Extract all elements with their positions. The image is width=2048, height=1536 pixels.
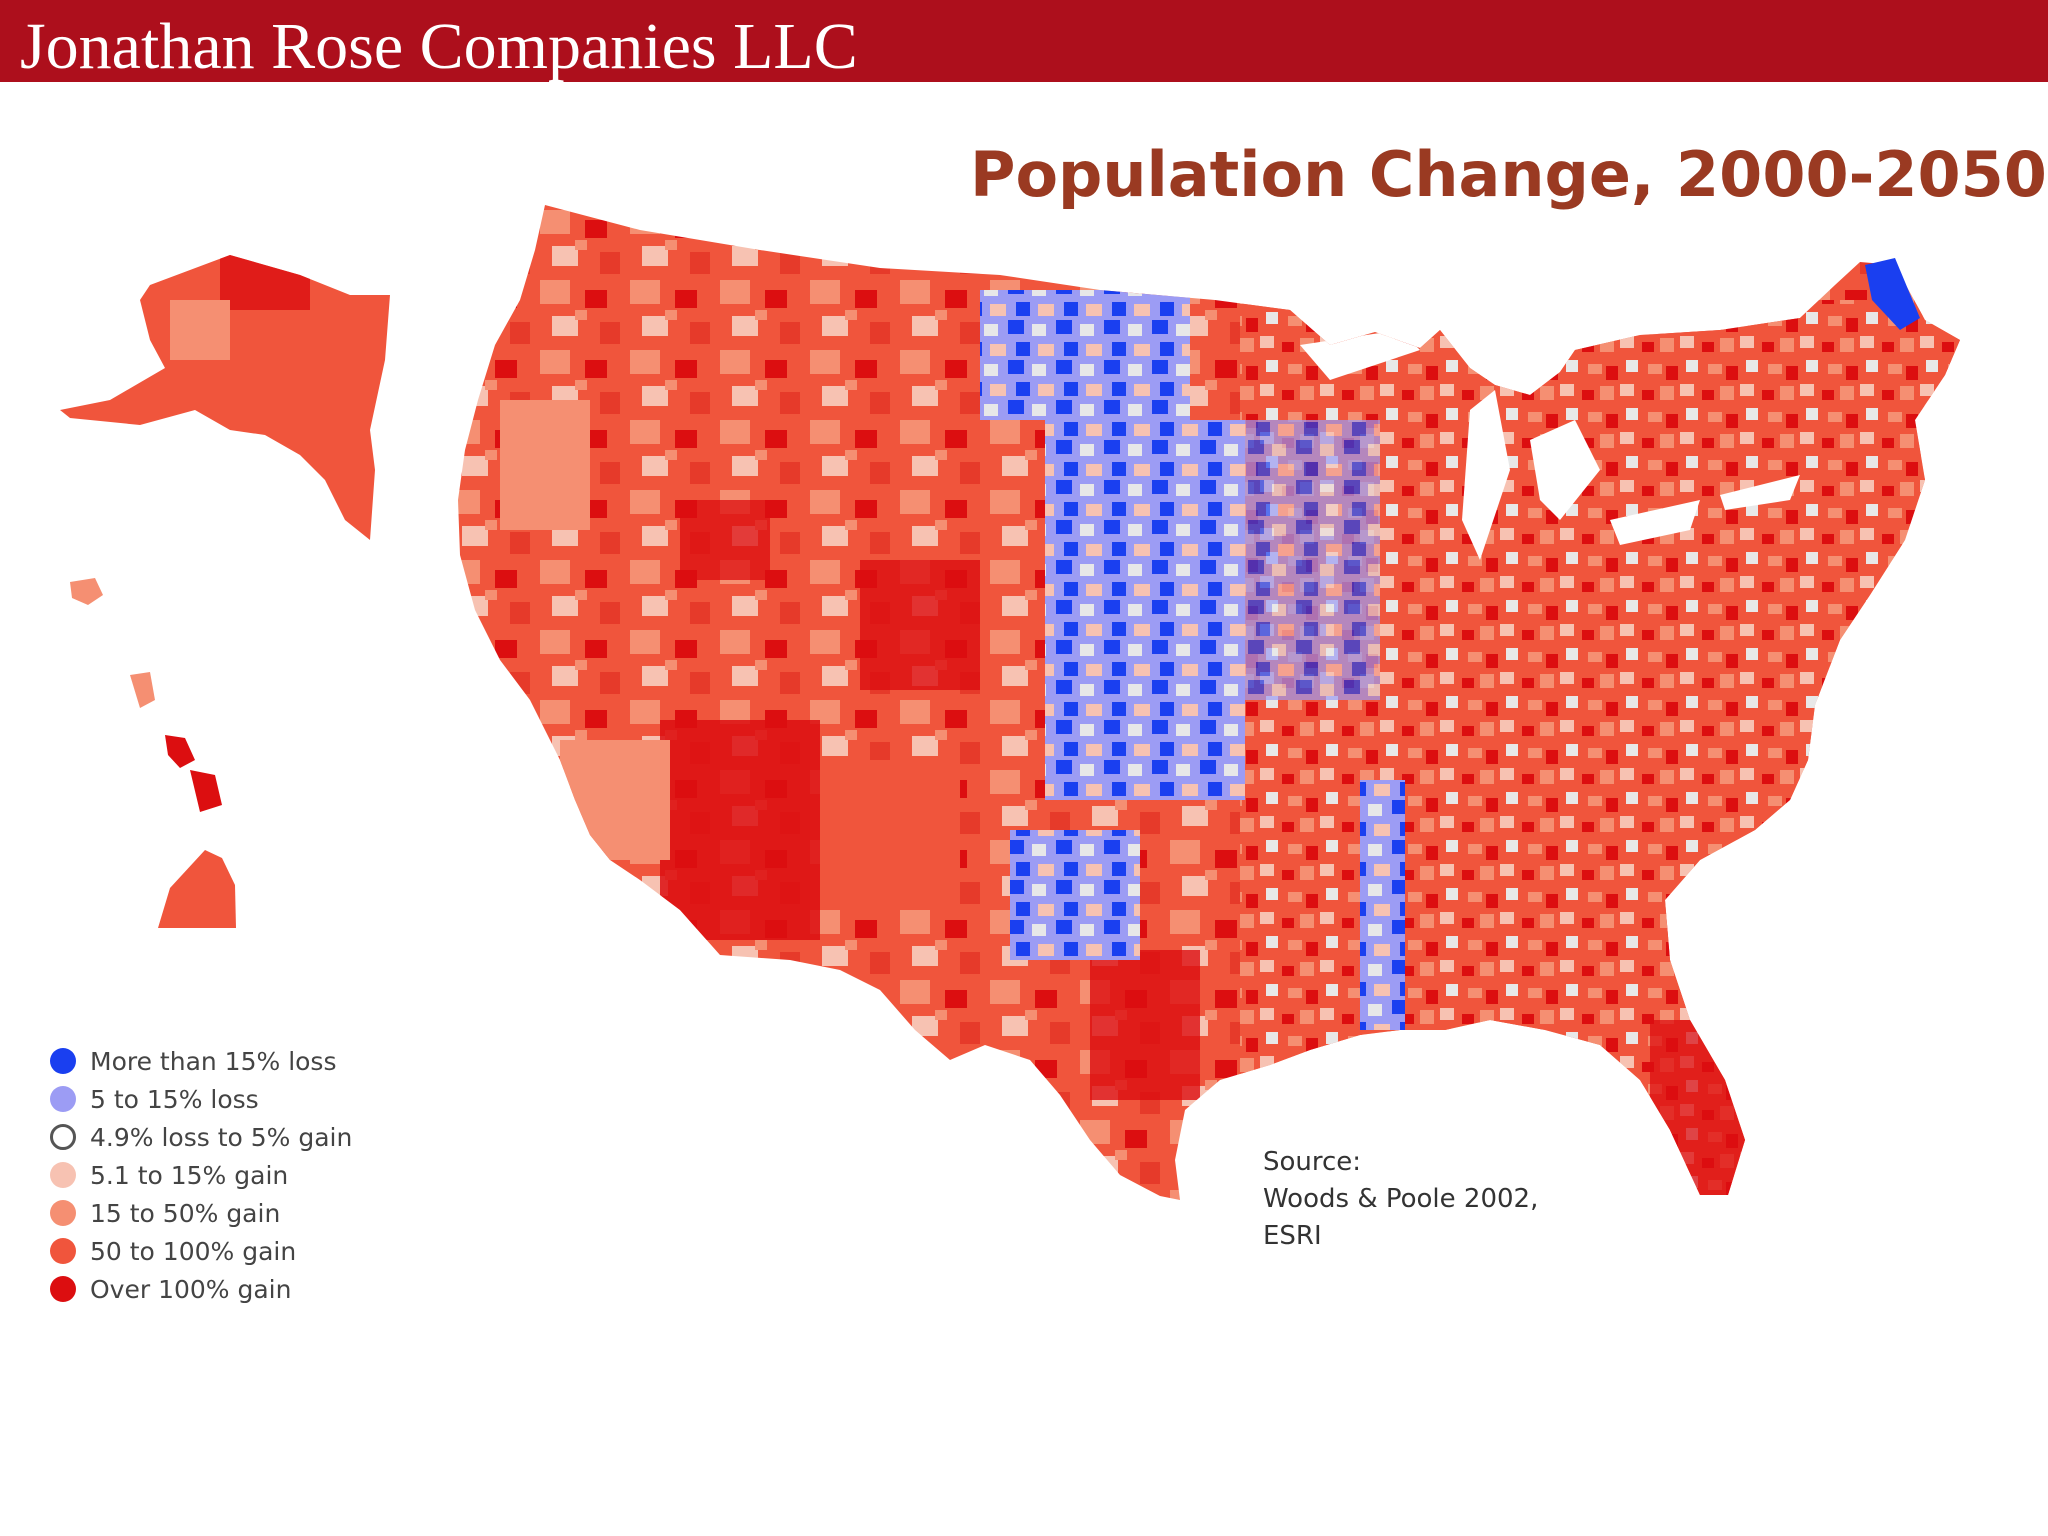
map-title: Population Change, 2000-2050 (970, 138, 2047, 211)
legend-swatch (50, 1162, 76, 1188)
source-line: Woods & Poole 2002, (1263, 1184, 1539, 1214)
lower-48-states (458, 205, 1960, 1200)
hawaii (70, 578, 236, 928)
legend-label: 50 to 100% gain (90, 1236, 297, 1266)
legend-swatch (50, 1200, 76, 1226)
source-line: ESRI (1263, 1221, 1322, 1251)
legend-swatch (50, 1276, 76, 1302)
legend: More than 15% loss 5 to 15% loss 4.9% lo… (50, 1042, 470, 1308)
legend-label: 5.1 to 15% gain (90, 1160, 289, 1190)
legend-item: 4.9% loss to 5% gain (50, 1118, 470, 1156)
alaska (60, 255, 390, 540)
legend-swatch (50, 1238, 76, 1264)
legend-label: Over 100% gain (90, 1274, 292, 1304)
legend-item: 50 to 100% gain (50, 1232, 470, 1270)
legend-item: 15 to 50% gain (50, 1194, 470, 1232)
company-title: Jonathan Rose Companies LLC (20, 10, 858, 83)
legend-item: Over 100% gain (50, 1270, 470, 1308)
legend-label: More than 15% loss (90, 1046, 337, 1076)
source-line: Source: (1263, 1147, 1362, 1177)
maine-region (1865, 258, 1920, 330)
source-note: Source: Woods & Poole 2002, ESRI (1263, 1144, 1538, 1255)
legend-item: 5.1 to 15% gain (50, 1156, 470, 1194)
legend-label: 5 to 15% loss (90, 1084, 259, 1114)
legend-item: 5 to 15% loss (50, 1080, 470, 1118)
legend-swatch (50, 1086, 76, 1112)
legend-label: 4.9% loss to 5% gain (90, 1122, 353, 1152)
legend-swatch (50, 1048, 76, 1074)
legend-swatch (50, 1124, 76, 1150)
header-bar: Jonathan Rose Companies LLC (0, 0, 2048, 82)
legend-item: More than 15% loss (50, 1042, 470, 1080)
legend-label: 15 to 50% gain (90, 1198, 281, 1228)
